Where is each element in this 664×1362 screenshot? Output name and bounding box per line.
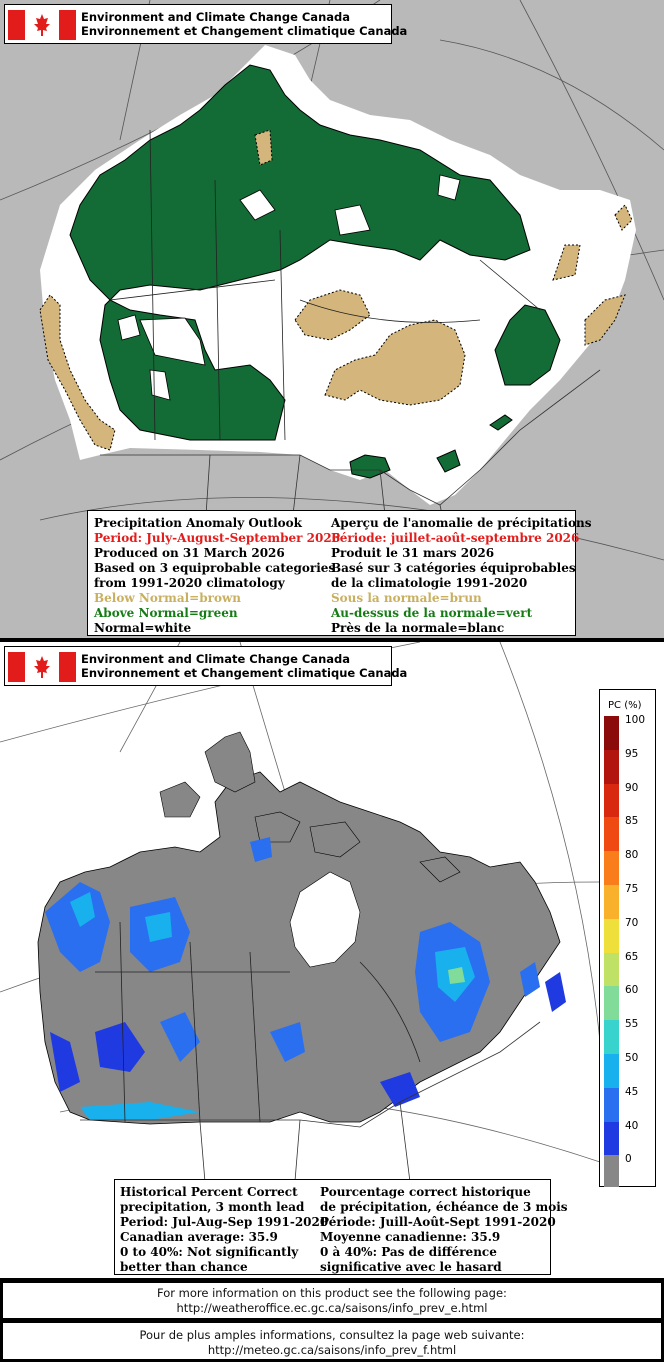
header-title-en: Environment and Climate Change Canada: [81, 10, 351, 24]
outlook-produced-en: Produced on 31 March 2026: [94, 546, 285, 560]
outlook-basis1-en: Based on 3 equiprobable categories: [94, 561, 336, 575]
skill-map: [0, 642, 601, 1263]
outlook-title-en: Precipitation Anomaly Outlook: [94, 516, 302, 530]
skill-legend: Historical Percent Correct precipitation…: [114, 1179, 568, 1275]
outlook-panel: Environment and Climate Change Canada En…: [0, 0, 664, 638]
scale-label: 60: [625, 984, 639, 997]
scale-label: 90: [625, 781, 639, 794]
scale-label: 100: [625, 714, 646, 726]
outlook-basis2-fr: de la climatologie 1991-2020: [331, 576, 528, 590]
skill-l3-fr: Période: Juill-Août-Sept 1991-2020: [320, 1215, 556, 1229]
skill-l4-fr: Moyenne canadienne: 35.9: [320, 1230, 501, 1244]
skill-l6-fr: significative avec le hasard: [320, 1260, 502, 1274]
scale-swatch: [604, 952, 619, 987]
scale-label: 45: [625, 1085, 639, 1098]
scale-swatch: [604, 749, 619, 784]
canada-flag-icon: [8, 10, 76, 40]
scale-swatch: [604, 1054, 619, 1088]
outlook-period-en: Period: July-August-September 2026: [94, 531, 341, 545]
outlook-map: [0, 0, 664, 601]
scale-swatch: [604, 986, 619, 1021]
outlook-title-fr: Aperçu de l'anomalie de précipitations: [331, 516, 592, 530]
brown-region-nfld: [614, 204, 633, 231]
brown-region-prairies: [294, 289, 371, 341]
scale-swatch: [604, 1020, 619, 1055]
outlook-normal-en: Normal=white: [94, 621, 192, 635]
scale-swatch: [604, 918, 619, 953]
outlook-above-fr: Au-dessus de la normale=vert: [331, 606, 533, 620]
scale-label: 55: [625, 1018, 639, 1031]
header-title-fr: Environnement et Changement climatique C…: [81, 24, 408, 38]
scale-swatch: [604, 1121, 619, 1156]
brown-region-labrador: [552, 244, 581, 281]
hudson-bay: [289, 871, 361, 968]
scale-label: 40: [625, 1119, 639, 1132]
green-region-east: [436, 449, 461, 473]
scale-swatch: [604, 817, 619, 852]
scale-label: 75: [625, 883, 639, 895]
scale-label: 85: [625, 815, 639, 828]
info-box-en: For more information on this product see…: [2, 1282, 662, 1319]
skill-l3-en: Period: Jul-Aug-Sep 1991-2020: [120, 1215, 329, 1229]
header-title-fr: Environnement et Changement climatique C…: [81, 666, 408, 680]
skill-l4-en: Canadian average: 35.9: [120, 1230, 278, 1244]
scale-label: 80: [625, 849, 639, 862]
info-box-fr: Pour de plus amples informations, consul…: [2, 1322, 662, 1360]
green-region-labrador: [489, 414, 513, 431]
brown-region-hudson: [324, 319, 466, 406]
info-en-link[interactable]: http://weatheroffice.ec.gc.ca/saisons/in…: [176, 1301, 488, 1315]
skill-l5-en: 0 to 40%: Not significantly: [120, 1245, 299, 1259]
scale-swatch: [604, 885, 619, 919]
outlook-period-fr: Période: juillet-août-septembre 2026: [331, 531, 580, 545]
outlook-basis1-fr: Basé sur 3 catégories équiprobables: [331, 561, 576, 575]
skill-l5-fr: 0 à 40%: Pas de différence: [320, 1245, 497, 1259]
green-region-quebec: [494, 304, 561, 386]
scale-title: PC (%): [608, 700, 642, 711]
info-fr-link[interactable]: http://meteo.gc.ca/saisons/info_prev_f.h…: [207, 1343, 457, 1357]
header-title-en: Environment and Climate Change Canada: [81, 652, 351, 666]
scale-label: 50: [625, 1052, 639, 1064]
brown-region-bc: [39, 294, 116, 451]
outlook-basis2-en: from 1991-2020 climatology: [94, 576, 285, 590]
outlook-legend: Precipitation Anomaly Outlook Period: Ju…: [87, 510, 591, 636]
skill-patch-bc: [45, 882, 110, 972]
scale-swatch: [604, 851, 619, 886]
scale-swatch: [604, 1087, 619, 1122]
info-fr-line1: Pour de plus amples informations, consul…: [139, 1328, 525, 1342]
pc-color-scale: PC (%) 100 95 90 85 80 75 70 65 60 55 50 45 40 0: [599, 689, 656, 1188]
scale-swatch: [604, 783, 619, 818]
outlook-below-fr: Sous la normale=brun: [331, 591, 482, 605]
scale-label: 65: [625, 950, 639, 963]
scale-label: 70: [625, 916, 639, 929]
canada-flag-icon: [8, 652, 76, 682]
outlook-below-en: Below Normal=brown: [94, 591, 241, 605]
info-en-line1: For more information on this product see…: [157, 1286, 507, 1300]
skill-l1-en: Historical Percent Correct: [120, 1185, 298, 1199]
skill-l2-fr: de précipitation, échéance de 3 mois: [320, 1200, 568, 1214]
eccc-header-2: Environment and Climate Change Canada En…: [4, 646, 407, 686]
brown-region-arctic: [254, 129, 273, 166]
outlook-above-en: Above Normal=green: [94, 606, 238, 620]
skill-panel: Environment and Climate Change Canada En…: [0, 642, 664, 1278]
scale-label: 95: [625, 747, 639, 760]
brown-region-east-coast: [584, 294, 626, 346]
eccc-header: Environment and Climate Change Canada En…: [4, 4, 407, 44]
outlook-produced-fr: Produit le 31 mars 2026: [331, 546, 495, 560]
skill-l1-fr: Pourcentage correct historique: [320, 1185, 531, 1199]
scale-label: 0: [625, 1153, 632, 1166]
scale-swatch: [604, 1155, 619, 1188]
skill-l6-en: better than chance: [120, 1260, 248, 1274]
skill-l2-en: precipitation, 3 month lead: [120, 1200, 305, 1214]
scale-swatch: [604, 716, 619, 750]
outlook-normal-fr: Près de la normale=blanc: [331, 621, 505, 635]
